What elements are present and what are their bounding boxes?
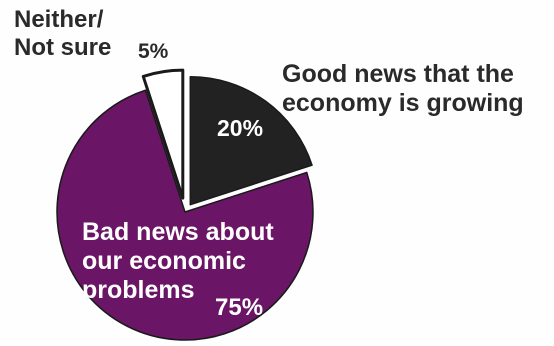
good-news-label-line-2: economy is growing [282, 88, 524, 117]
good-news-value-label: 20% [217, 115, 264, 141]
neither-value-label: 5% [138, 40, 169, 63]
bad-news-label-line-3: problems [82, 275, 195, 304]
pie-slices [56, 68, 314, 341]
slice-neither [141, 68, 185, 200]
good-news-label-line-1: Good news that the [282, 60, 514, 88]
bad-news-category-label: Bad news about our economic problems [82, 218, 274, 304]
bad-news-label-line-1: Bad news about [82, 218, 274, 246]
bad-news-label-line-2: our economic [82, 246, 246, 275]
neither-label-line-2: Not sure [14, 33, 112, 61]
slice-bad-news [56, 89, 314, 341]
neither-label-line-1: Neither/ [14, 6, 104, 33]
neither-category-label: Neither/ Not sure [14, 6, 111, 61]
slice-good-news [189, 75, 313, 206]
good-news-category-label: Good news that the economy is growing [282, 60, 524, 118]
bad-news-value-label: 75% [215, 294, 264, 321]
